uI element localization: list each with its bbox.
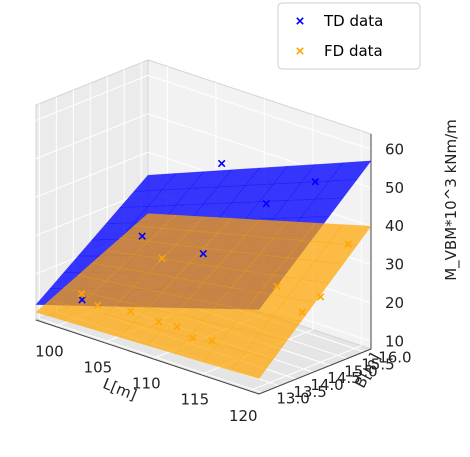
- chart-tick-labels: 10010511011512013.013.514.014.515.015.51…: [35, 140, 412, 424]
- td-data-point: [217, 159, 226, 168]
- fd-data-point: [126, 307, 135, 316]
- y-tick-label: 15.0: [344, 362, 377, 380]
- fd-data-point: [154, 318, 163, 326]
- fd-data-point: [158, 254, 166, 263]
- td-data-point: [199, 249, 208, 258]
- z-tick-label: 20: [385, 294, 404, 312]
- legend-marker-td-cross: [296, 17, 304, 25]
- grid-line-x: [249, 345, 362, 392]
- legend-label-td: TD data: [323, 12, 383, 30]
- fd-data-point: [344, 240, 352, 248]
- y-tick-label: 13.5: [293, 383, 326, 401]
- y-axis-line: [258, 348, 372, 395]
- legend-label-fd: FD data: [324, 42, 383, 60]
- x-tick-label: 110: [132, 375, 161, 393]
- legend-marker-fd: [296, 47, 304, 55]
- z-tick-label: 30: [385, 256, 404, 274]
- fd-data-point: [208, 336, 216, 345]
- grid-line-z: [147, 74, 372, 150]
- grid-line-y: [39, 318, 263, 394]
- fd-data-point: [316, 293, 325, 301]
- td-data-point: [262, 199, 271, 208]
- fd-data-point: [188, 334, 197, 342]
- fd-data-point: [173, 323, 181, 331]
- y-tick-label: 14.5: [327, 369, 360, 387]
- x-tick-label: 120: [229, 407, 258, 425]
- x-tick-label: 115: [181, 391, 210, 409]
- grid-line-z: [35, 151, 149, 198]
- chart-surfaces: [35, 160, 372, 379]
- y-tick-label: 13.0: [276, 390, 309, 408]
- x-axis-line: [35, 319, 260, 395]
- z-tick-label: 40: [385, 217, 404, 235]
- z-tick-label: 50: [385, 179, 404, 197]
- y-tick-label: 16.0: [378, 349, 411, 367]
- x-tick-label: 100: [35, 342, 64, 360]
- y-tick-label: 15.5: [361, 356, 394, 374]
- td-data-point: [78, 296, 86, 304]
- grid-line-z: [35, 113, 149, 160]
- legend-frame: [277, 2, 421, 70]
- fd-data-point: [298, 308, 306, 317]
- td-data-point: [138, 232, 146, 240]
- fd-data-point: [273, 282, 281, 291]
- grid-line-z: [35, 74, 149, 121]
- z-tick-label: 10: [385, 332, 404, 350]
- y-tick-label: 14.0: [310, 376, 343, 394]
- z-tick-label: 60: [385, 140, 404, 158]
- legend: TD data FD data: [277, 2, 421, 70]
- chart-markers: [77, 159, 352, 345]
- surface-patch: [328, 160, 372, 182]
- chart-axes: [35, 134, 372, 395]
- fd-data-point: [77, 289, 86, 298]
- z-axis-label: M_VBM*10^3 kNm/m: [442, 119, 461, 281]
- legend-marker-fd-cross: [296, 47, 304, 55]
- legend-marker-td: [296, 17, 304, 25]
- fd-data-point: [93, 301, 102, 310]
- x-tick-label: 105: [84, 359, 113, 377]
- td-data-point: [311, 177, 320, 186]
